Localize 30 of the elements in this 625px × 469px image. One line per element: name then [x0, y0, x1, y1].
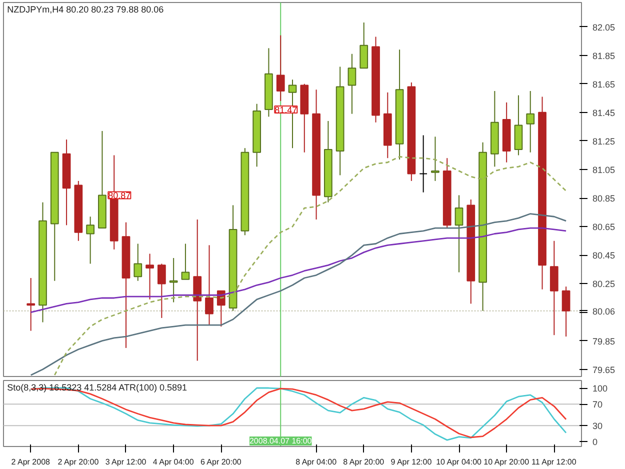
y-tick-label: 81.05: [592, 165, 616, 176]
x-tick-label: 8 Apr 20:00: [343, 458, 385, 466]
y-tick-label: 81.85: [592, 50, 616, 61]
y-tick-label: 82.05: [592, 22, 616, 32]
y-tick-label: 81.25: [592, 136, 616, 146]
x-tick-label: 3 Apr 12:00: [105, 458, 147, 466]
x-tick-label: 10 Apr 20:00: [484, 458, 530, 466]
y-tick-label: 70: [592, 400, 603, 410]
y-tick-label: 30: [592, 421, 603, 432]
y-tick-label: 81.45: [592, 108, 616, 118]
y-tick-label: 79.85: [592, 336, 616, 346]
ref-line-label: 80.06: [592, 306, 616, 316]
x-tick-label: 10 Apr 04:00: [436, 458, 482, 466]
y-tick-label: 80.85: [592, 194, 616, 204]
x-tick-label: 6 Apr 20:00: [200, 458, 242, 466]
x-tick-label: 2 Apr 2008: [11, 458, 51, 466]
y-tick-label: 80.45: [592, 250, 616, 261]
x-tick-label: 4 Apr 04:00: [152, 458, 194, 466]
y-tick-label: 79.65: [592, 364, 616, 375]
y-tick-label: 80.25: [592, 279, 616, 290]
chart-title: NZDJPYm,H4 80.20 80.23 79.88 80.06: [7, 4, 164, 14]
y-tick-label: 0: [592, 437, 598, 448]
y-tick-label: 80.65: [592, 222, 616, 232]
y-tick-label: 100: [592, 384, 608, 394]
x-tick-label: 11 Apr 12:00: [532, 458, 577, 466]
x-tick-label: 2008.04.07 16:00: [249, 436, 312, 446]
x-tick-label: 9 Apr 12:00: [390, 458, 432, 466]
x-tick-label: 8 Apr 04:00: [296, 458, 338, 466]
y-tick-label: 81.65: [592, 79, 616, 90]
x-tick-label: 2 Apr 20:00: [58, 458, 100, 466]
